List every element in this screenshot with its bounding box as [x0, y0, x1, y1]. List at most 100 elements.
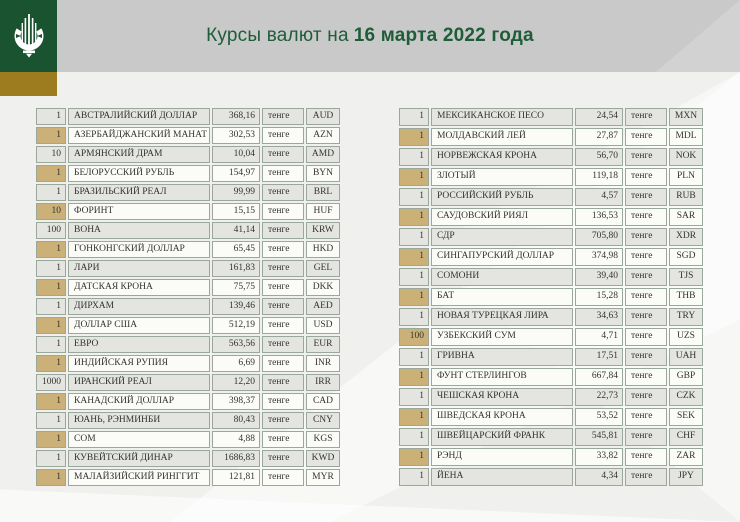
quantity-cell: 1 — [36, 431, 66, 448]
rate-value-cell: 121,81 — [212, 469, 260, 486]
page-title-prefix: Курсы валют на — [206, 25, 349, 46]
unit-tenge-cell: тенге — [625, 168, 667, 186]
table-row: 1 СОМ 4,88 тенге KGS — [36, 431, 340, 448]
table-row: 1 ЧЕШСКАЯ КРОНА 22,73 тенге CZK — [399, 388, 703, 406]
quantity-cell: 1 — [36, 412, 66, 429]
quantity-cell: 1 — [36, 469, 66, 486]
unit-tenge-cell: тенге — [625, 468, 667, 486]
table-row: 1 ЛАРИ 161,83 тенге GEL — [36, 260, 340, 277]
currency-code-cell: NOK — [669, 148, 703, 166]
currency-name-cell: ЛАРИ — [68, 260, 210, 277]
currency-name-cell: МЕКСИКАНСКОЕ ПЕСО — [431, 108, 573, 126]
rate-value-cell: 4,57 — [575, 188, 623, 206]
currency-code-cell: KWD — [306, 450, 340, 467]
currency-code-cell: KGS — [306, 431, 340, 448]
currency-code-cell: UZS — [669, 328, 703, 346]
unit-tenge-cell: тенге — [262, 431, 304, 448]
page-title: Курсы валют на 16 марта 2022 года — [0, 0, 740, 72]
quantity-cell: 1 — [399, 228, 429, 246]
unit-tenge-cell: тенге — [262, 241, 304, 258]
currency-code-cell: ZAR — [669, 448, 703, 466]
unit-tenge-cell: тенге — [262, 298, 304, 315]
table-row: 1 ЕВРО 563,56 тенге EUR — [36, 336, 340, 353]
currency-name-cell: ШВЕДСКАЯ КРОНА — [431, 408, 573, 426]
rate-value-cell: 302,53 — [212, 127, 260, 144]
quantity-cell: 1 — [399, 168, 429, 186]
currency-name-cell: ЗЛОТЫЙ — [431, 168, 573, 186]
currency-code-cell: MYR — [306, 469, 340, 486]
currency-name-cell: ДАТСКАЯ КРОНА — [68, 279, 210, 296]
unit-tenge-cell: тенге — [625, 228, 667, 246]
currency-name-cell: БЕЛОРУССКИЙ РУБЛЬ — [68, 165, 210, 182]
bank-emblem-icon — [14, 14, 43, 58]
currency-name-cell: ВОНА — [68, 222, 210, 239]
currency-code-cell: BYN — [306, 165, 340, 182]
unit-tenge-cell: тенге — [262, 184, 304, 201]
currency-name-cell: ШВЕЙЦАРСКИЙ ФРАНК — [431, 428, 573, 446]
bank-logo — [0, 0, 57, 72]
table-row: 1 СДР 705,80 тенге XDR — [399, 228, 703, 246]
rate-value-cell: 6,69 — [212, 355, 260, 372]
table-row: 1 НОРВЕЖСКАЯ КРОНА 56,70 тенге NOK — [399, 148, 703, 166]
currency-name-cell: КАНАДСКИЙ ДОЛЛАР — [68, 393, 210, 410]
table-row: 1 ГОНКОНГСКИЙ ДОЛЛАР 65,45 тенге HKD — [36, 241, 340, 258]
rate-value-cell: 705,80 — [575, 228, 623, 246]
currency-code-cell: HKD — [306, 241, 340, 258]
unit-tenge-cell: тенге — [625, 448, 667, 466]
currency-name-cell: СДР — [431, 228, 573, 246]
currency-name-cell: ИНДИЙСКАЯ РУПИЯ — [68, 355, 210, 372]
quantity-cell: 1 — [36, 317, 66, 334]
quantity-cell: 1 — [36, 336, 66, 353]
table-row: 1 НОВАЯ ТУРЕЦКАЯ ЛИРА 34,63 тенге TRY — [399, 308, 703, 326]
rate-value-cell: 56,70 — [575, 148, 623, 166]
table-row: 1 БАТ 15,28 тенге THB — [399, 288, 703, 306]
currency-code-cell: RUB — [669, 188, 703, 206]
currency-name-cell: НОВАЯ ТУРЕЦКАЯ ЛИРА — [431, 308, 573, 326]
quantity-cell: 100 — [36, 222, 66, 239]
unit-tenge-cell: тенге — [625, 348, 667, 366]
unit-tenge-cell: тенге — [625, 328, 667, 346]
currency-code-cell: SGD — [669, 248, 703, 266]
currency-name-cell: ФУНТ СТЕРЛИНГОВ — [431, 368, 573, 386]
quantity-cell: 1 — [399, 288, 429, 306]
table-row: 1 БРАЗИЛЬСКИЙ РЕАЛ 99,99 тенге BRL — [36, 184, 340, 201]
table-row: 1 БЕЛОРУССКИЙ РУБЛЬ 154,97 тенге BYN — [36, 165, 340, 182]
currency-code-cell: UAH — [669, 348, 703, 366]
currency-code-cell: GEL — [306, 260, 340, 277]
header-bar: Курсы валют на 16 марта 2022 года — [0, 0, 740, 72]
currency-name-cell: ДИРХАМ — [68, 298, 210, 315]
unit-tenge-cell: тенге — [625, 268, 667, 286]
page-title-date: 16 марта 2022 года — [353, 25, 534, 46]
table-row: 1 ИНДИЙСКАЯ РУПИЯ 6,69 тенге INR — [36, 355, 340, 372]
currency-code-cell: XDR — [669, 228, 703, 246]
currency-code-cell: SAR — [669, 208, 703, 226]
quantity-cell: 1 — [36, 279, 66, 296]
rate-value-cell: 65,45 — [212, 241, 260, 258]
currency-code-cell: USD — [306, 317, 340, 334]
quantity-cell: 1 — [399, 248, 429, 266]
table-row: 1 СИНГАПУРСКИЙ ДОЛЛАР 374,98 тенге SGD — [399, 248, 703, 266]
unit-tenge-cell: тенге — [262, 165, 304, 182]
quantity-cell: 1 — [399, 368, 429, 386]
table-row: 1 АВСТРАЛИЙСКИЙ ДОЛЛАР 368,16 тенге AUD — [36, 108, 340, 125]
rate-value-cell: 33,82 — [575, 448, 623, 466]
rate-value-cell: 15,28 — [575, 288, 623, 306]
unit-tenge-cell: тенге — [625, 308, 667, 326]
currency-name-cell: АВСТРАЛИЙСКИЙ ДОЛЛАР — [68, 108, 210, 125]
rate-value-cell: 53,52 — [575, 408, 623, 426]
table-row: 10 АРМЯНСКИЙ ДРАМ 10,04 тенге AMD — [36, 146, 340, 163]
unit-tenge-cell: тенге — [625, 428, 667, 446]
table-row: 100 УЗБЕКСКИЙ СУМ 4,71 тенге UZS — [399, 328, 703, 346]
currency-code-cell: MDL — [669, 128, 703, 146]
currency-name-cell: АРМЯНСКИЙ ДРАМ — [68, 146, 210, 163]
table-row: 1 ГРИВНА 17,51 тенге UAH — [399, 348, 703, 366]
unit-tenge-cell: тенге — [262, 279, 304, 296]
currency-name-cell: ГОНКОНГСКИЙ ДОЛЛАР — [68, 241, 210, 258]
currency-name-cell: НОРВЕЖСКАЯ КРОНА — [431, 148, 573, 166]
unit-tenge-cell: тенге — [625, 388, 667, 406]
rate-value-cell: 136,53 — [575, 208, 623, 226]
currency-code-cell: HUF — [306, 203, 340, 220]
unit-tenge-cell: тенге — [625, 208, 667, 226]
quantity-cell: 1 — [399, 388, 429, 406]
